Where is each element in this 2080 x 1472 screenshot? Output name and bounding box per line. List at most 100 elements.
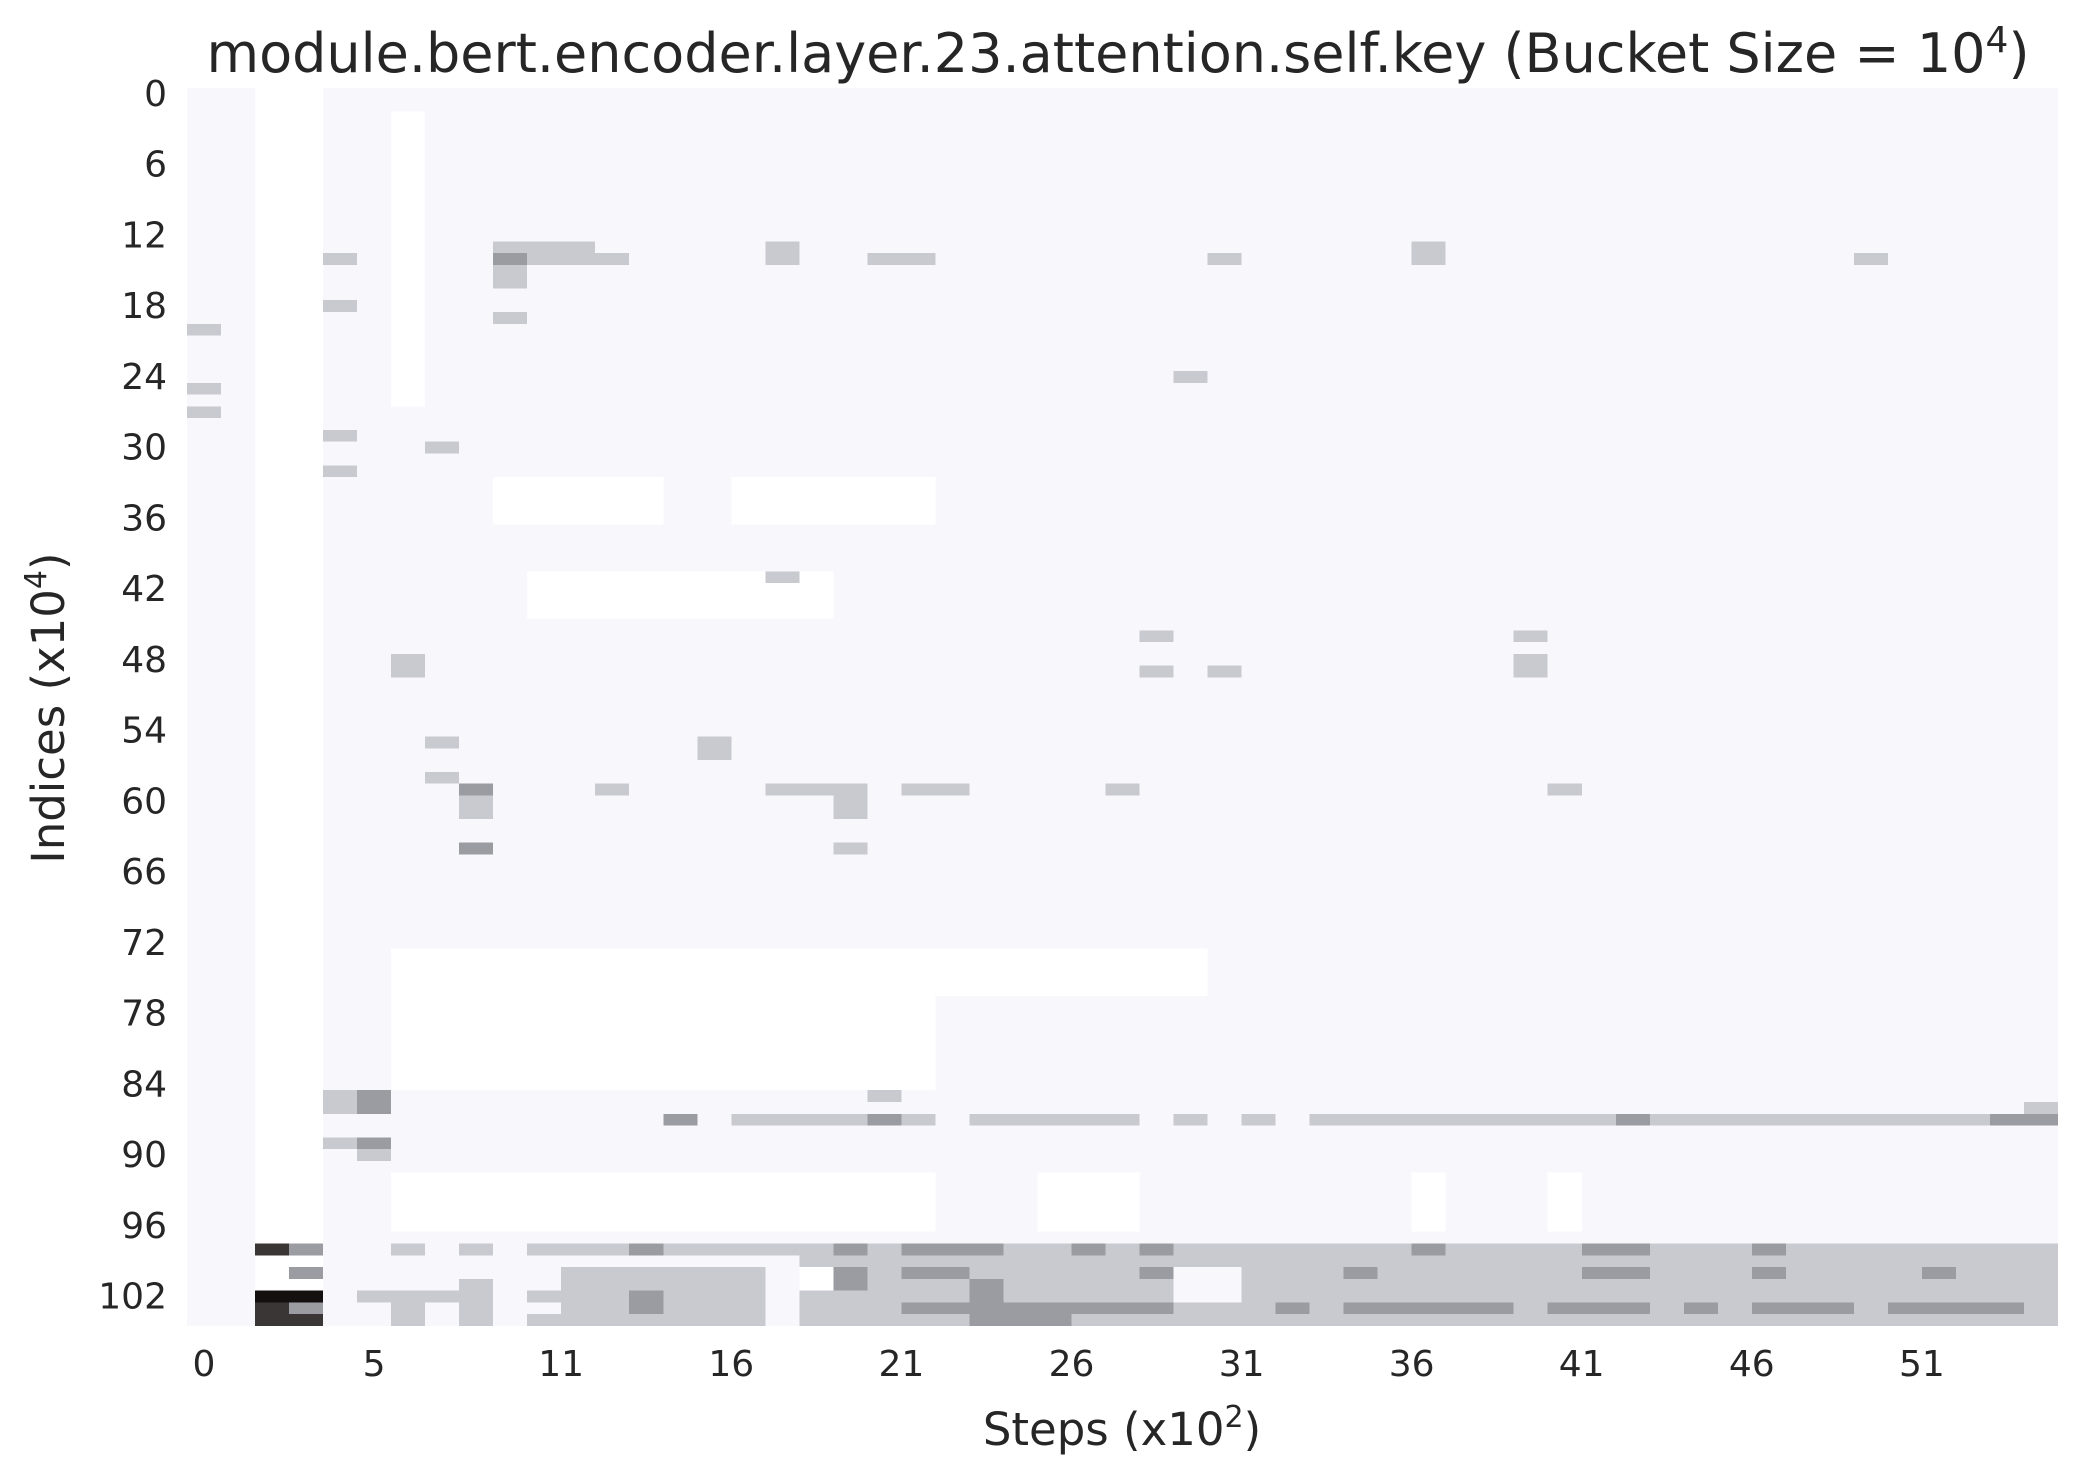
- y-tick-label: 12: [121, 215, 167, 256]
- heatmap-cell: [1751, 1243, 1786, 1256]
- x-tick-label: 46: [1729, 1344, 1775, 1385]
- heatmap-cell: [391, 1172, 936, 1232]
- y-axis-label-exponent: 4: [19, 570, 54, 589]
- heatmap-cell: [1343, 1267, 1378, 1279]
- heatmap-cell: [425, 441, 460, 454]
- heatmap-cell: [1173, 1113, 1208, 1126]
- heatmap-cell: [1003, 1302, 1072, 1326]
- x-tick-label: 36: [1389, 1344, 1435, 1385]
- heatmap-cell: [425, 736, 460, 749]
- heatmap-cell: [1853, 253, 1888, 265]
- x-tick-label: 0: [193, 1344, 216, 1385]
- heatmap-cell: [289, 1267, 324, 1279]
- heatmap-cell: [1037, 1172, 1140, 1232]
- heatmap-cell: [459, 842, 494, 855]
- y-axis-label: Indices (x104): [19, 552, 75, 863]
- heatmap-cell: [629, 1290, 664, 1315]
- heatmap-cell: [867, 253, 936, 265]
- heatmap-cell: [391, 1302, 426, 1326]
- heatmap-cell: [1921, 1267, 1956, 1279]
- heatmap-cell: [493, 264, 528, 289]
- heatmap-cell: [1649, 1113, 1990, 1126]
- heatmap-cell: [1241, 1113, 1276, 1126]
- heatmap-cell: [935, 948, 1208, 996]
- heatmap-cell: [493, 253, 528, 265]
- heatmap-cell: [1207, 253, 1242, 265]
- heatmap-cell: [1139, 1267, 1174, 1279]
- heatmap-cell: [187, 323, 222, 336]
- heatmap-cell: [969, 1113, 1140, 1126]
- heatmap-cell: [901, 1243, 1004, 1256]
- heatmap-cell: [663, 1113, 698, 1126]
- heatmap-cell: [1581, 1267, 1650, 1279]
- heatmap-background: [187, 88, 2058, 1326]
- x-tick-label: 31: [1219, 1344, 1265, 1385]
- heatmap-cell: [391, 948, 936, 1091]
- heatmap-cell: [1513, 653, 1548, 678]
- heatmap-cell: [867, 1090, 902, 1102]
- heatmap-cell: [1411, 1172, 1446, 1232]
- heatmap-cell: [391, 111, 426, 407]
- heatmap-cell: [1683, 1302, 1718, 1315]
- heatmap-cell: [493, 312, 528, 324]
- heatmap-cell: [901, 1267, 970, 1279]
- y-tick-label: 72: [121, 923, 167, 964]
- heatmap-cell: [357, 1137, 392, 1150]
- y-tick-label: 30: [121, 428, 167, 469]
- heatmap-cell: [629, 1243, 664, 1256]
- heatmap-cell: [493, 241, 596, 254]
- heatmap-cell: [731, 477, 936, 525]
- x-tick-label: 21: [878, 1344, 924, 1385]
- heatmap-cell: [255, 1243, 290, 1256]
- heatmap-cell: [255, 1290, 324, 1303]
- heatmap-cell: [799, 1267, 834, 1291]
- heatmap-cell: [1139, 665, 1174, 678]
- y-tick-label: 60: [121, 781, 167, 822]
- heatmap-cell: [289, 1302, 324, 1315]
- y-tick-label: 90: [121, 1135, 167, 1176]
- heatmap-cell: [1989, 1113, 2058, 1126]
- heatmap-cell: [255, 701, 324, 808]
- heatmap-cell: [901, 1302, 1004, 1315]
- heatmap-cell: [1343, 1302, 1514, 1315]
- x-tick-label: 11: [538, 1344, 584, 1385]
- heatmap-cell: [1547, 1302, 1650, 1315]
- heatmap-cell: [1309, 1113, 1616, 1126]
- heatmap-cell: [1411, 1243, 1446, 1256]
- heatmap-cell: [1581, 1243, 1650, 1256]
- heatmap-cell: [1615, 1113, 1650, 1126]
- y-tick-label: 18: [121, 286, 167, 327]
- heatmap-cell: [1173, 1243, 1242, 1268]
- y-tick-label: 84: [121, 1064, 167, 1105]
- heatmap-cell: [255, 866, 324, 1326]
- heatmap-cell: [1411, 241, 1446, 265]
- heatmap-cell: [595, 783, 630, 796]
- heatmap-cell: [527, 1314, 562, 1326]
- heatmap-cell: [1071, 1302, 1174, 1315]
- heatmap-cell: [323, 1137, 358, 1150]
- heatmap-cell: [697, 736, 732, 761]
- heatmap-cell: [323, 429, 358, 442]
- chart-title-exponent: 4: [1986, 20, 2009, 61]
- heatmap-cell: [391, 653, 426, 678]
- heatmap-cell: [731, 1113, 868, 1126]
- heatmap-cell: [391, 1243, 426, 1256]
- heatmap-cell: [187, 406, 222, 419]
- heatmap-cell: [459, 795, 494, 820]
- heatmap-cell: [833, 842, 868, 855]
- heatmap-cells: [187, 88, 2059, 1326]
- heatmap-cell: [1751, 1267, 1786, 1279]
- heatmap-cell: [1207, 665, 1242, 678]
- chart-title: module.bert.encoder.layer.23.attention.s…: [206, 20, 2029, 85]
- heatmap-cell: [833, 1267, 868, 1291]
- x-tick-label: 41: [1559, 1344, 1605, 1385]
- heatmap-cell: [255, 1267, 290, 1279]
- y-tick-label: 36: [121, 498, 167, 539]
- x-tick-label: 26: [1049, 1344, 1095, 1385]
- heatmap-cell: [765, 783, 868, 796]
- y-tick-label: 0: [144, 74, 167, 115]
- y-tick-label: 6: [144, 145, 167, 186]
- heatmap-cell: [425, 771, 460, 784]
- heatmap-cell: [1887, 1302, 2024, 1315]
